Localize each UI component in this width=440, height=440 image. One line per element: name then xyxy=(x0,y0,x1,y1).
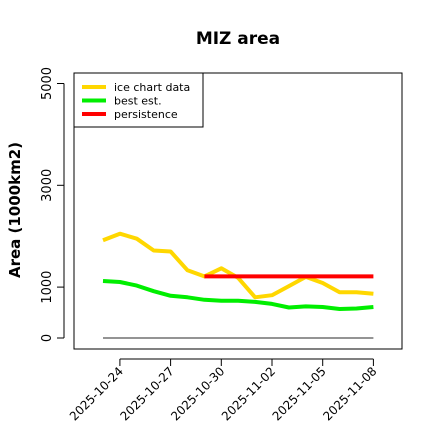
series-lines xyxy=(102,231,374,339)
chart-title: MIZ area xyxy=(196,29,280,49)
legend-label-persistence: persistence xyxy=(114,108,178,121)
y-axis-label: Area (1000km2) xyxy=(6,142,24,278)
legend-label-best-est: best est. xyxy=(114,95,162,108)
plot-frame xyxy=(73,72,403,350)
y-tick-label: 0 xyxy=(40,334,55,342)
y-tick-label: 1000 xyxy=(40,271,55,304)
y-tick-label: 3000 xyxy=(40,169,55,202)
x-tick-label: 2025-11-08 xyxy=(320,364,379,423)
y-axis: 0 1000 3000 5000 xyxy=(40,67,65,342)
x-axis: 2025-10-242025-10-272025-10-302025-11-02… xyxy=(67,358,380,423)
legend-label-ice-chart-data: ice chart data xyxy=(114,81,190,94)
series-line-best-est xyxy=(102,279,374,311)
y-tick-label: 5000 xyxy=(40,67,55,100)
